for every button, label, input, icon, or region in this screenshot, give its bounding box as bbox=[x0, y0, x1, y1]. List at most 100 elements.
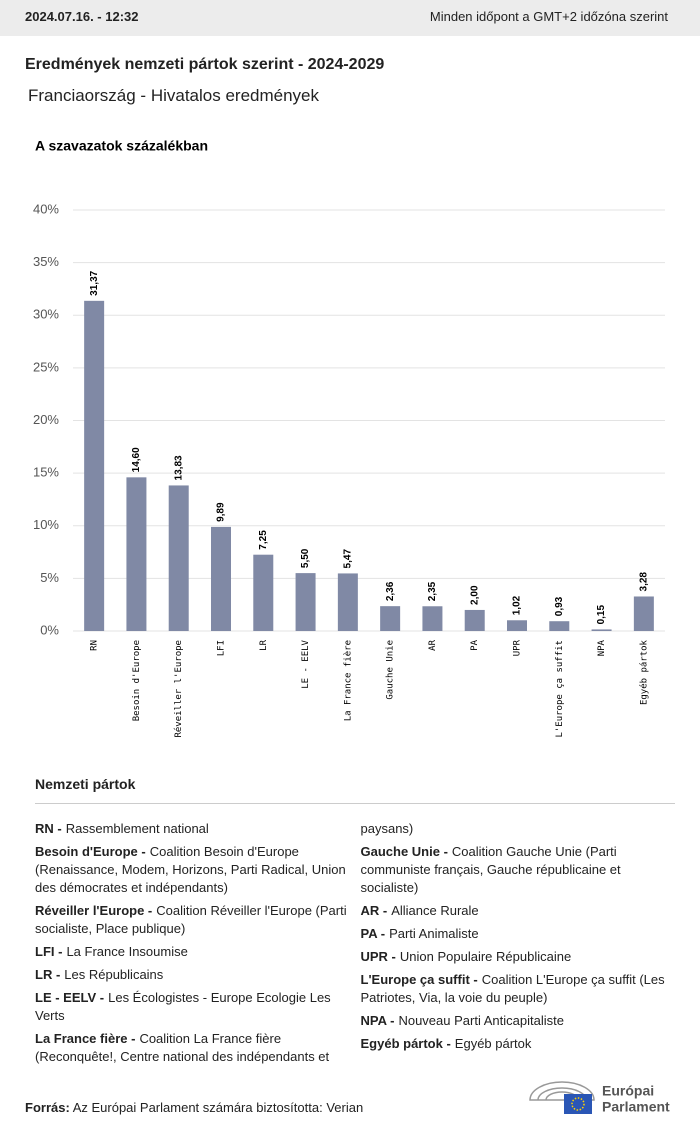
legend-heading: Nemzeti pártok bbox=[35, 776, 136, 792]
x-tick-label: Réveiller l'Europe bbox=[173, 640, 184, 738]
value-label: 0,15 bbox=[596, 605, 607, 625]
x-tick-label: LFI bbox=[217, 640, 227, 656]
party-abbr: La France fière - bbox=[35, 1031, 136, 1046]
party-abbr: NPA - bbox=[360, 1013, 395, 1028]
legend-item: Egyéb pártok - Egyéb pártok bbox=[361, 1035, 676, 1053]
party-name: Egyéb pártok bbox=[454, 1036, 532, 1051]
party-name: Union Populaire Républicaine bbox=[399, 949, 572, 964]
party-abbr: LFI - bbox=[35, 944, 63, 959]
x-tick-label: LR bbox=[259, 639, 269, 650]
bar bbox=[168, 485, 189, 631]
bar bbox=[211, 526, 231, 631]
party-name: La France Insoumise bbox=[66, 944, 188, 959]
value-label: 9,89 bbox=[216, 502, 227, 522]
source: Forrás: Az Európai Parlament számára biz… bbox=[25, 1100, 363, 1115]
bar bbox=[591, 629, 612, 631]
party-name: Parti Animaliste bbox=[389, 926, 479, 941]
bar bbox=[507, 620, 527, 631]
legend: RN - Rassemblement national Besoin d'Europ… bbox=[35, 820, 675, 1070]
legend-item: NPA - Nouveau Parti Anticapitaliste bbox=[361, 1012, 676, 1030]
value-label: 1,02 bbox=[512, 595, 523, 615]
subtitle: Franciaország - Hivatalos eredmények bbox=[28, 86, 320, 105]
party-name: Coalition Besoin d'Europe (Renaissance, … bbox=[35, 844, 346, 895]
hemicycle bbox=[529, 1081, 595, 1101]
y-tick-label: 5% bbox=[40, 570, 59, 585]
legend-item: LE - EELV - Les Écologistes - Europe Ecol… bbox=[35, 989, 350, 1025]
party-abbr: Besoin d'Europe - bbox=[35, 844, 146, 859]
bar bbox=[380, 606, 401, 631]
legend-item: Besoin d'Europe - Coalition Besoin d'Euro… bbox=[35, 843, 350, 897]
legend-item: L'Europe ça suffit - Coalition L'Europe ç… bbox=[361, 971, 676, 1007]
bar bbox=[337, 573, 358, 631]
chart: A szavazatok százalékban 0% 5% 10% 15% 20% 25… bbox=[33, 138, 665, 738]
logo-text: Európai bbox=[602, 1083, 654, 1099]
logo-text: Parlament bbox=[602, 1099, 670, 1115]
party-abbr: AR - bbox=[360, 903, 388, 918]
legend-item: UPR - Union Populaire Républicaine bbox=[361, 948, 676, 966]
party-abbr: LE - EELV - bbox=[35, 990, 105, 1005]
x-tick-label: PA bbox=[470, 639, 480, 650]
party-abbr: Réveiller l'Europe - bbox=[35, 903, 153, 918]
x-tick-label: L'Europe ça suffit bbox=[555, 640, 565, 738]
y-tick-label: 15% bbox=[33, 465, 59, 480]
top-bar: 2024.07.16. - 12:32 Minden időpont a GMT… bbox=[0, 0, 700, 36]
party-name: Rassemblement national bbox=[65, 821, 209, 836]
y-tick-label: 0% bbox=[40, 622, 59, 637]
x-tick-label: La France fière bbox=[342, 640, 353, 721]
y-tick-label: 20% bbox=[33, 412, 59, 427]
x-tick-label: UPR bbox=[513, 639, 523, 656]
x-tick-label: Besoin d'Europe bbox=[132, 640, 142, 721]
legend-item: Réveiller l'Europe - Coalition Réveiller … bbox=[35, 902, 350, 938]
legend-item: LR - Les Républicains bbox=[35, 966, 350, 984]
value-label: 5,47 bbox=[342, 549, 353, 569]
value-label: 5,50 bbox=[300, 548, 311, 568]
x-tick-label: RN bbox=[90, 640, 100, 651]
bar bbox=[549, 621, 570, 631]
bar bbox=[633, 596, 654, 631]
value-label: 2,00 bbox=[469, 585, 480, 605]
x-tick-label: LE - EELV bbox=[301, 639, 311, 688]
bar bbox=[422, 606, 443, 631]
legend-item: Gauche Unie - Coalition Gauche Unie (Part… bbox=[361, 843, 676, 897]
party-name: Coalition Gauche Unie (Parti communiste … bbox=[360, 844, 621, 895]
bar bbox=[84, 300, 105, 631]
party-name: Les Républicains bbox=[64, 967, 164, 982]
eu-stars bbox=[571, 1097, 585, 1111]
y-tick-label: 40% bbox=[33, 201, 59, 216]
x-tick-label: Gauche Unie bbox=[386, 640, 396, 700]
y-tick-label: 10% bbox=[33, 517, 59, 532]
legend-item: La France fière - Coalition La France fiè… bbox=[35, 820, 675, 1066]
bar bbox=[464, 609, 485, 631]
value-label: 14,60 bbox=[131, 447, 142, 472]
party-abbr: RN - bbox=[35, 821, 62, 836]
party-abbr: Egyéb pártok - bbox=[360, 1036, 451, 1051]
timezone: Minden időpont a GMT+2 időzóna szerint bbox=[429, 9, 668, 24]
x-tick-label: Egyéb pártok bbox=[638, 639, 649, 705]
party-abbr: LR - bbox=[35, 967, 61, 982]
value-label: 0,93 bbox=[554, 596, 565, 616]
legend-item: LFI - La France Insoumise bbox=[35, 943, 350, 961]
party-name: Coalition La France fière (Reconquête!, … bbox=[35, 821, 414, 1064]
y-tick-label: 30% bbox=[33, 307, 59, 322]
x-tick-label: AR bbox=[428, 639, 438, 650]
party-name: Nouveau Parti Anticapitaliste bbox=[398, 1013, 564, 1028]
divider bbox=[35, 803, 675, 804]
party-name: Coalition Réveiller l'Europe (Parti soci… bbox=[35, 903, 347, 936]
value-label: 7,25 bbox=[258, 530, 269, 550]
source-label: Forrás: bbox=[25, 1100, 70, 1115]
value-label: 2,36 bbox=[385, 581, 396, 601]
eu-flag bbox=[564, 1094, 592, 1114]
value-label: 31,37 bbox=[89, 270, 100, 295]
party-name: Coalition L'Europe ça suffit (Les Patrio… bbox=[360, 972, 665, 1005]
y-tick-label: 35% bbox=[33, 254, 59, 269]
legend-item: AR - Alliance Rurale bbox=[361, 902, 676, 920]
party-abbr: PA - bbox=[360, 926, 386, 941]
legend-item: RN - Rassemblement national bbox=[35, 820, 350, 838]
value-label: 13,83 bbox=[173, 455, 184, 480]
logo: Európai Parlament bbox=[529, 1081, 670, 1115]
source-text: Az Európai Parlament számára biztosított… bbox=[72, 1100, 364, 1115]
value-label: 2,35 bbox=[427, 581, 438, 601]
date: 2024.07.16. - 12:32 bbox=[25, 9, 139, 24]
party-abbr: L'Europe ça suffit - bbox=[360, 972, 478, 987]
